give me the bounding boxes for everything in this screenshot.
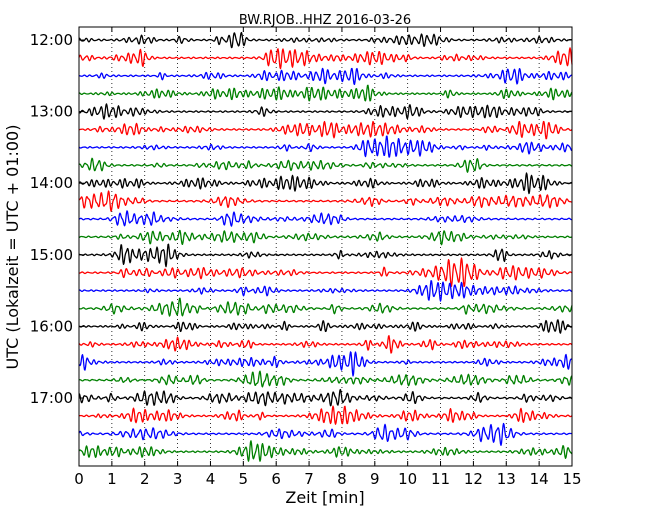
x-tick-label-14: 14 (530, 470, 549, 488)
plot-frame (78, 26, 573, 467)
trace-16 (78, 319, 573, 334)
trace-13 (78, 257, 573, 288)
y-axis-ticks: 12:00 13:00 14:00 15:00 16:00 17:00 (30, 31, 572, 407)
y-axis-label: UTC (Lokalzeit = UTC + 01:00) (3, 125, 22, 370)
x-tick-label-8: 8 (337, 470, 347, 488)
x-tick-label-1: 1 (107, 470, 117, 488)
trace-3 (78, 84, 573, 102)
plot-area (79, 27, 572, 466)
x-axis-ticks: 0 1 2 3 4 5 6 7 8 9 10 11 12 13 14 15 (74, 27, 582, 488)
x-tick-label-13: 13 (497, 470, 516, 488)
x-tick-label-0: 0 (74, 470, 84, 488)
trace-22 (78, 422, 573, 446)
x-tick-label-5: 5 (239, 470, 249, 488)
trace-18 (78, 351, 573, 377)
trace-2 (78, 67, 573, 86)
trace-0 (78, 31, 573, 49)
chart-title: BW.RJOB..HHZ 2016-03-26 (239, 13, 411, 28)
trace-17 (78, 335, 573, 354)
trace-6 (78, 135, 573, 158)
trace-5 (78, 120, 573, 140)
x-tick-label-12: 12 (464, 470, 483, 488)
trace-1 (78, 47, 573, 70)
traces (78, 31, 573, 462)
trace-10 (78, 210, 573, 227)
x-tick-label-7: 7 (304, 470, 314, 488)
x-tick-label-9: 9 (370, 470, 380, 488)
trace-11 (78, 229, 573, 246)
trace-4 (78, 103, 573, 120)
x-axis-label: Zeit [min] (285, 488, 364, 507)
x-tick-label-4: 4 (206, 470, 216, 488)
y-tick-label-4: 16:00 (30, 317, 73, 335)
x-tick-label-3: 3 (173, 470, 183, 488)
trace-8 (78, 172, 573, 195)
x-tick-label-10: 10 (398, 470, 417, 488)
x-tick-label-11: 11 (431, 470, 450, 488)
trace-23 (78, 440, 573, 462)
y-tick-label-2: 14:00 (30, 174, 73, 192)
y-tick-label-0: 12:00 (30, 31, 73, 49)
trace-20 (78, 388, 573, 407)
x-tick-label-2: 2 (140, 470, 150, 488)
y-tick-label-3: 15:00 (30, 246, 73, 264)
y-tick-label-5: 17:00 (30, 389, 73, 407)
x-tick-label-6: 6 (271, 470, 281, 488)
trace-14 (78, 280, 573, 302)
trace-21 (78, 405, 573, 425)
y-tick-label-1: 13:00 (30, 103, 73, 121)
trace-12 (78, 243, 573, 268)
trace-9 (78, 190, 573, 212)
trace-7 (78, 157, 573, 173)
trace-15 (78, 297, 573, 317)
x-tick-label-15: 15 (562, 470, 581, 488)
trace-19 (78, 370, 573, 388)
